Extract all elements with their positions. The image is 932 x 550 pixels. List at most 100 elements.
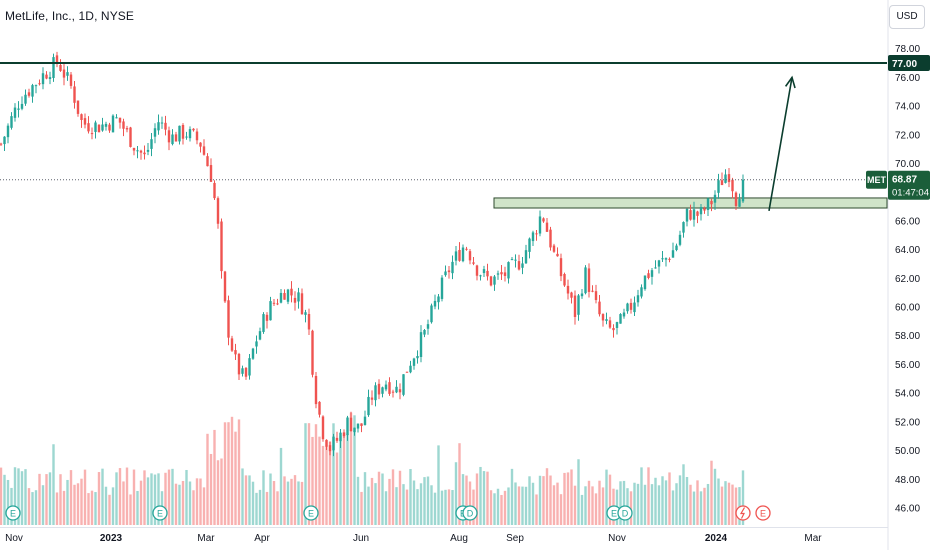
candle-body (349, 417, 353, 432)
volume-bar (619, 481, 622, 525)
candle-body (279, 292, 283, 303)
volume-bar (318, 436, 321, 525)
candle-body (601, 314, 605, 321)
volume-bar (293, 475, 297, 525)
candle-body (34, 85, 38, 87)
volume-bar (55, 492, 59, 525)
volume-bar (223, 422, 227, 525)
volume-bar (283, 476, 286, 525)
dividend-marker-circle[interactable] (617, 505, 633, 521)
earnings-marker-circle[interactable] (5, 505, 21, 521)
candle-body (570, 292, 573, 298)
volume-bar (269, 473, 272, 525)
volume-bar (216, 460, 220, 525)
volume-bar (143, 470, 146, 525)
last-price-tag-value: 68.87 (892, 175, 917, 186)
earnings-marker-label: E (760, 509, 766, 519)
currency-button[interactable]: USD (889, 5, 925, 29)
candle-body (272, 302, 276, 304)
candle-body (164, 122, 167, 130)
candle-body (402, 374, 405, 395)
candle-body (346, 417, 349, 436)
earnings-marker-circle[interactable] (755, 505, 771, 521)
candles (0, 51, 745, 457)
volume-bar (335, 452, 339, 525)
volume-bar (101, 468, 104, 525)
candle-body (605, 319, 608, 321)
candle-body (433, 300, 437, 307)
volume-bar (129, 494, 132, 525)
earnings-marker[interactable]: E (152, 505, 168, 521)
candle-body (220, 221, 223, 272)
volume-bar (440, 490, 444, 525)
volume-bar (458, 443, 461, 525)
volume-bar (465, 475, 468, 525)
candle-body (101, 124, 104, 131)
candle-body (321, 416, 325, 440)
volume-bar (657, 485, 661, 525)
volume-bar (549, 475, 552, 525)
candle-body (622, 312, 626, 317)
volume-bar (591, 486, 594, 525)
candle-body (426, 324, 430, 329)
volume-bar (381, 473, 384, 525)
candle-body (286, 289, 290, 302)
volume-bar (633, 482, 636, 525)
volume-bar (678, 475, 682, 525)
y-tick-label: 62.00 (895, 274, 920, 285)
candle-body (311, 330, 314, 375)
candle-body (227, 300, 230, 338)
candle-body (545, 222, 549, 232)
volume-bar (286, 481, 290, 525)
time-axis: Nov 2023 Mar Apr Jun Aug Sep Nov 2024 Mar (5, 533, 822, 544)
candle-body (584, 267, 587, 294)
volume-bar (430, 485, 433, 525)
candle-body (115, 117, 118, 119)
candle-body (108, 124, 111, 131)
symbol-tag-label: MET (867, 175, 887, 185)
volume-bar (248, 475, 251, 525)
countdown-label: 01:47:04 (892, 188, 929, 199)
earnings-marker[interactable]: D (617, 505, 633, 521)
volume-bar (139, 480, 143, 525)
volume-bar (451, 490, 454, 525)
volume-bar (346, 433, 349, 525)
candle-body (489, 276, 493, 286)
lightning-marker[interactable] (735, 505, 751, 521)
volume-bar (409, 469, 412, 525)
volume-bar (311, 436, 314, 525)
volume-bar (598, 480, 601, 525)
candle-body (45, 74, 48, 79)
candle-body (500, 272, 503, 275)
candle-body (55, 55, 59, 64)
volume-bar (188, 481, 192, 525)
x-tick-label: Aug (450, 533, 468, 544)
candle-body (692, 209, 696, 220)
candle-body (388, 382, 391, 394)
candle-body (10, 116, 13, 128)
volume-bar (108, 494, 111, 525)
volume-bar (52, 444, 55, 525)
volume-bar (174, 483, 178, 525)
candle-body (206, 156, 209, 167)
earnings-marker[interactable]: E (303, 505, 319, 521)
dividend-marker-circle[interactable] (462, 505, 478, 521)
volume-bar (125, 467, 129, 525)
volume-bar (654, 477, 657, 525)
volume-bar (542, 476, 545, 525)
volume-bar (251, 481, 255, 525)
candle-body (556, 253, 559, 257)
candle-body (69, 74, 73, 86)
earnings-marker-circle[interactable] (303, 505, 319, 521)
candle-body (248, 358, 251, 376)
candle-body (6, 125, 10, 138)
y-tick-label: 52.00 (895, 417, 920, 428)
candle-body (174, 134, 178, 142)
candle-body (696, 211, 699, 216)
earnings-marker-circle[interactable] (152, 505, 168, 521)
earnings-marker[interactable]: E (5, 505, 21, 521)
earnings-marker[interactable]: E (755, 505, 771, 521)
earnings-marker[interactable]: D (462, 505, 478, 521)
